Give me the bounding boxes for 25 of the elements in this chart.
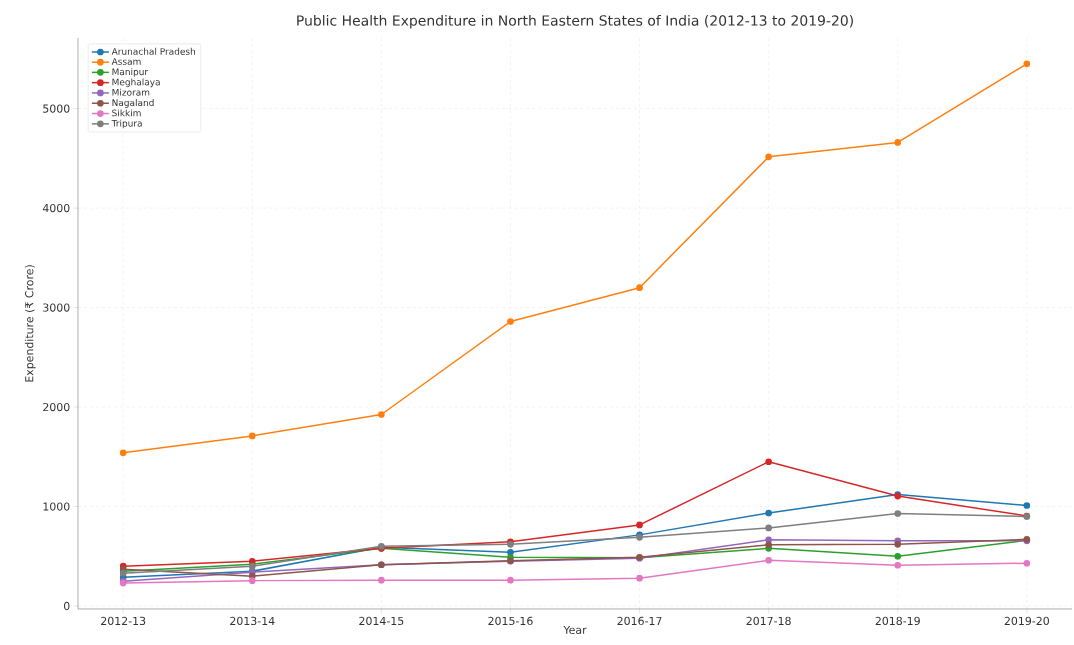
legend-label: Manipur bbox=[112, 68, 149, 77]
x-tick-label: 2012-13 bbox=[101, 616, 146, 626]
legend-label: Arunachal Pradesh bbox=[111, 47, 195, 55]
legend-label: Mizoram bbox=[112, 88, 150, 96]
x-tick-label: 2016-17 bbox=[617, 616, 662, 626]
x-tick-label: 2018-19 bbox=[875, 616, 920, 626]
y-tick-label: 4000 bbox=[42, 203, 70, 213]
legend-label: Nagaland bbox=[112, 99, 154, 108]
y-tick-label: 1000 bbox=[43, 502, 70, 511]
legend-label: Meghalaya bbox=[112, 78, 160, 88]
legend-label: Tripura bbox=[111, 119, 142, 129]
legend-label: Assam bbox=[111, 58, 141, 65]
x-tick-label: 2013-14 bbox=[230, 616, 275, 626]
x-tick-label: 2019-20 bbox=[1004, 616, 1049, 626]
chart-title: Public Health Expenditure in North Eastern States of India (2012-13 to 2019-20) bbox=[297, 14, 853, 29]
y-tick-label: 2000 bbox=[43, 402, 70, 412]
x-tick-label: 2017-18 bbox=[746, 616, 791, 626]
y-tick-label: 3000 bbox=[43, 303, 70, 312]
x-axis-title: Year bbox=[563, 625, 587, 635]
x-tick-label: 2015-16 bbox=[488, 616, 533, 626]
legend-label: Sikkim bbox=[112, 109, 141, 117]
y-tick-label: 5000 bbox=[43, 104, 70, 113]
y-tick-label: 0 bbox=[63, 601, 70, 611]
x-tick-label: 2014-15 bbox=[359, 616, 404, 626]
y-axis-title: Expenditure (₹ Crore) bbox=[24, 265, 36, 382]
